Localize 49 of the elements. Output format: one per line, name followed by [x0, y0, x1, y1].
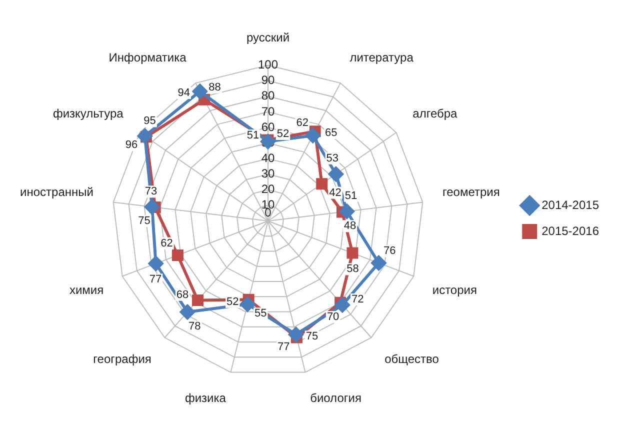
legend-label: 2015-2016 [542, 224, 600, 238]
data-label: 77 [277, 340, 290, 353]
data-label: 95 [144, 115, 156, 128]
data-label: 51 [344, 190, 358, 202]
data-label: 75 [138, 215, 150, 228]
spoke-label: общество [384, 352, 440, 366]
data-label: 58 [346, 263, 359, 276]
data-label: 55 [254, 308, 267, 320]
y-tick-label: 20 [261, 182, 275, 196]
data-label: 96 [125, 139, 138, 152]
spoke-label: география [93, 352, 152, 366]
data-label: 62 [296, 117, 309, 130]
data-label: 65 [325, 127, 338, 140]
spoke-label: история [432, 282, 477, 297]
data-label: 77 [149, 274, 162, 286]
y-tick-label: 90 [261, 73, 275, 88]
spoke-label: Информатика [108, 50, 187, 64]
data-label: 70 [326, 311, 340, 324]
data-label: 68 [176, 288, 189, 301]
data-label: 62 [160, 237, 173, 250]
data-label: 52 [276, 128, 290, 140]
spoke-label: химия [69, 282, 104, 297]
data-label: 72 [351, 294, 364, 306]
data-label: 73 [144, 186, 158, 198]
spoke-label: физика [184, 391, 226, 406]
y-tick-label: 100 [258, 58, 278, 72]
data-label: 51 [246, 130, 260, 142]
data-label: 94 [178, 87, 190, 100]
spoke-label: литература [350, 50, 414, 64]
data-label: 88 [208, 81, 221, 94]
data-label: 75 [306, 330, 318, 343]
data-label: 42 [329, 186, 342, 199]
spoke-label: иностранный [20, 184, 94, 199]
y-tick-label: 40 [261, 150, 275, 165]
y-tick-label: 70 [261, 104, 275, 118]
data-label: 48 [344, 220, 356, 232]
spoke-label: биология [310, 391, 362, 406]
data-label: 52 [226, 296, 239, 308]
spoke-label: геометрия [442, 184, 500, 199]
data-label: 53 [326, 152, 338, 164]
data-label: 76 [384, 245, 396, 258]
legend-label: 2014-2015 [542, 198, 600, 212]
spoke-label: алгебра [412, 106, 458, 120]
y-tick-label: 60 [261, 120, 275, 134]
spoke-label: физкультура [52, 106, 124, 120]
y-tick-label: 30 [261, 166, 275, 181]
y-tick-label: 80 [261, 88, 275, 103]
data-label: 78 [188, 320, 201, 332]
spoke-label: русский [246, 30, 290, 44]
